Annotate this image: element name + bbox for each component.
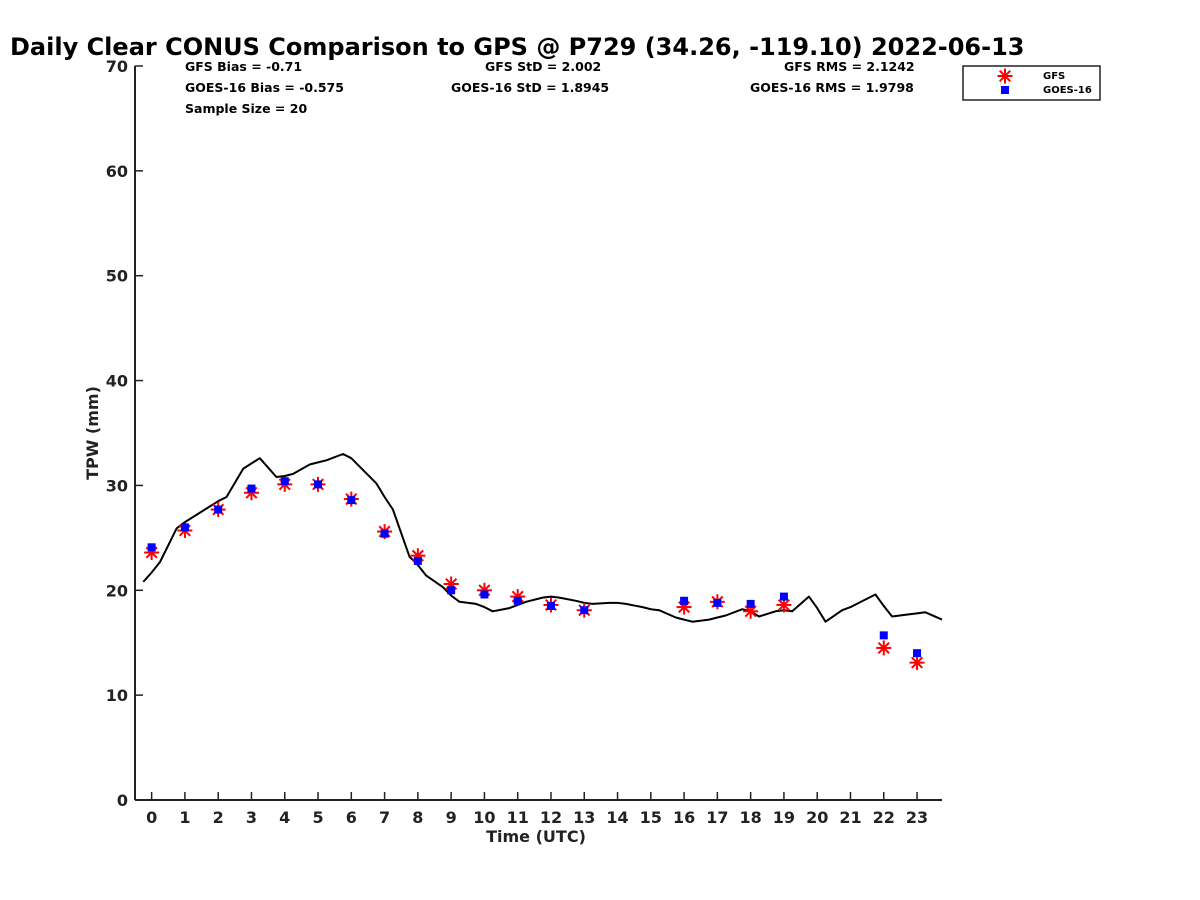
goes-point — [447, 586, 456, 595]
x-tick-label: 18 — [740, 808, 762, 827]
goes-point — [413, 556, 422, 565]
y-tick-label: 50 — [106, 267, 128, 286]
x-tick-label: 12 — [540, 808, 562, 827]
gfs-point — [909, 655, 925, 671]
x-tick-label: 4 — [279, 808, 290, 827]
x-tick-label: 21 — [839, 808, 861, 827]
stat-gfs-rms: GFS RMS = 2.1242 — [784, 59, 915, 74]
goes-point — [913, 649, 922, 658]
stat-goes-std: GOES-16 StD = 1.8945 — [451, 80, 609, 95]
x-tick-label: 17 — [706, 808, 728, 827]
legend-gfs-asterisk — [997, 68, 1013, 84]
x-tick-label: 22 — [873, 808, 895, 827]
goes-point — [380, 529, 389, 538]
legend-box — [962, 65, 1101, 101]
goes-point — [247, 484, 256, 493]
x-tick-label: 11 — [507, 808, 529, 827]
goes-point — [314, 480, 323, 489]
legend: GFS GOES-16 — [962, 65, 1101, 101]
gfs-point-stroke — [877, 641, 890, 654]
x-tick-label: 14 — [606, 808, 628, 827]
x-tick-label: 9 — [446, 808, 457, 827]
goes-point — [147, 543, 156, 552]
legend-gfs-asterisk-stroke — [998, 69, 1012, 83]
stat-gfs-bias: GFS Bias = -0.71 — [185, 59, 302, 74]
x-tick-label: 1 — [179, 808, 190, 827]
goes-point — [280, 477, 289, 486]
gfs-point-stroke — [911, 656, 924, 669]
y-tick-label: 10 — [106, 686, 128, 705]
x-tick-label: 7 — [379, 808, 390, 827]
y-tick-label: 60 — [106, 162, 128, 181]
y-tick-label: 70 — [106, 57, 128, 76]
chart-title: Daily Clear CONUS Comparison to GPS @ P7… — [10, 33, 1024, 61]
x-tick-label: 19 — [773, 808, 795, 827]
x-tick-label: 23 — [906, 808, 928, 827]
goes-point — [879, 631, 888, 640]
goes-point — [513, 596, 522, 605]
x-tick-label: 13 — [573, 808, 595, 827]
x-tick-label: 5 — [312, 808, 323, 827]
gfs-point — [876, 640, 892, 656]
stat-gfs-std: GFS StD = 2.002 — [485, 59, 601, 74]
y-tick-label: 30 — [106, 476, 128, 495]
y-tick-label: 20 — [106, 581, 128, 600]
x-tick-label: 6 — [346, 808, 357, 827]
goes-point — [713, 598, 722, 607]
stat-goes-rms: GOES-16 RMS = 1.9798 — [750, 80, 914, 95]
series-gps-line — [142, 453, 943, 623]
x-axis-label: Time (UTC) — [486, 827, 586, 846]
goes-point — [779, 592, 788, 601]
x-tick-label: 10 — [473, 808, 495, 827]
goes-point — [680, 596, 689, 605]
gfs-point-stroke — [777, 598, 790, 611]
legend-goes-label: GOES-16 — [1043, 85, 1092, 96]
stat-goes-bias: GOES-16 Bias = -0.575 — [185, 80, 344, 95]
goes-point — [214, 505, 223, 514]
legend-gfs-label: GFS — [1043, 71, 1065, 82]
x-tick-label: 20 — [806, 808, 828, 827]
goes-point — [546, 602, 555, 611]
goes-point — [180, 523, 189, 532]
x-tick-label: 8 — [412, 808, 423, 827]
x-ticks: 0 1 2 3 4 5 6 7 8 9 10 11 12 13 14 15 16 17 18 19 20 21 22 23 — [146, 792, 928, 827]
x-tick-label: 3 — [246, 808, 257, 827]
goes-point — [746, 599, 755, 608]
x-tick-label: 0 — [146, 808, 157, 827]
series-layer — [142, 453, 943, 671]
stat-sample-size: Sample Size = 20 — [185, 101, 307, 116]
axes — [134, 66, 942, 801]
y-axis-label: TPW (mm) — [83, 386, 102, 480]
x-tick-label: 15 — [640, 808, 662, 827]
y-tick-label: 0 — [117, 791, 128, 810]
goes-point — [480, 590, 489, 599]
x-tick-label: 2 — [213, 808, 224, 827]
legend-goes-marker — [1001, 86, 1009, 94]
legend-gfs-marker — [997, 68, 1013, 84]
goes-point — [580, 606, 589, 615]
y-tick-label: 40 — [106, 372, 128, 391]
x-tick-label: 16 — [673, 808, 695, 827]
goes-point — [347, 496, 356, 505]
y-ticks: 0 10 20 30 40 50 60 70 — [106, 57, 143, 810]
